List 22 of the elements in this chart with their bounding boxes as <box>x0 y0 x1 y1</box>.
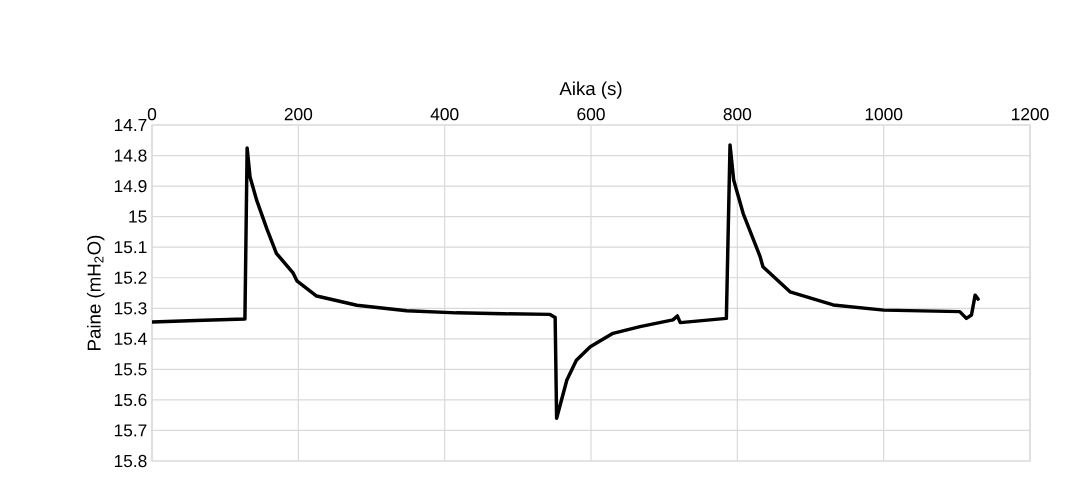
x-axis-title: Aika (s) <box>559 81 622 99</box>
y-tick-label: 15.4 <box>114 332 147 345</box>
x-tick-label: 1200 <box>1012 108 1049 121</box>
x-tick-label: 800 <box>723 108 752 121</box>
y-axis-title: Paine (mH$_{2}$O) <box>87 235 105 350</box>
y-tick-label: 15.1 <box>114 241 147 254</box>
y-tick-label: 15.6 <box>114 393 147 407</box>
x-tick-label: 600 <box>577 108 605 121</box>
y-tick-label: 14.9 <box>114 179 147 193</box>
x-tick-label: 1000 <box>865 108 903 121</box>
y-tick-label: 15.5 <box>114 363 147 376</box>
y-tick-label: 15.2 <box>114 271 147 284</box>
x-tick-label: 0 <box>147 108 157 121</box>
y-tick-label: 14.8 <box>114 149 147 162</box>
x-tick-label: 400 <box>430 108 459 121</box>
y-tick-label: 15.8 <box>114 454 147 468</box>
y-tick-label: 15 <box>129 210 147 223</box>
line-series <box>152 143 980 420</box>
y-tick-label: 15.3 <box>114 302 147 315</box>
x-tick-label: 200 <box>284 108 313 121</box>
y-tick-label: 15.7 <box>114 424 147 437</box>
y-tick-label: 14.7 <box>114 119 147 131</box>
